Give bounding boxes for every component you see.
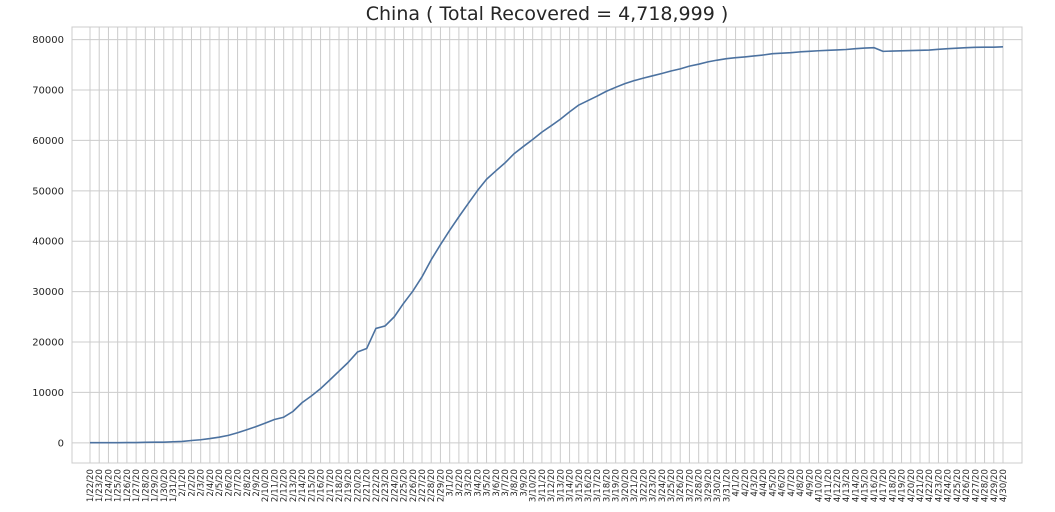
y-tick-label: 70000	[32, 86, 64, 97]
plot-area	[72, 27, 1022, 463]
y-tick-label: 30000	[32, 287, 64, 298]
y-tick-label: 20000	[32, 338, 64, 349]
x-tick-label: 4/30/20	[999, 469, 1009, 502]
y-tick-label: 50000	[32, 186, 64, 197]
y-tick-label: 40000	[32, 237, 64, 248]
x-tick-labels: 1/22/20 1/23/20 1/24/20 1/25/20 1/26/20 1/27/…	[86, 469, 1009, 502]
y-tick-label: 10000	[32, 388, 64, 399]
y-tick-label: 80000	[32, 35, 64, 46]
y-tick-labels: 0 10000 20000 30000 40000 50000 60000 70000 8000…	[32, 35, 64, 449]
y-tick-label: 60000	[32, 136, 64, 147]
y-tick-label: 0	[58, 438, 64, 449]
